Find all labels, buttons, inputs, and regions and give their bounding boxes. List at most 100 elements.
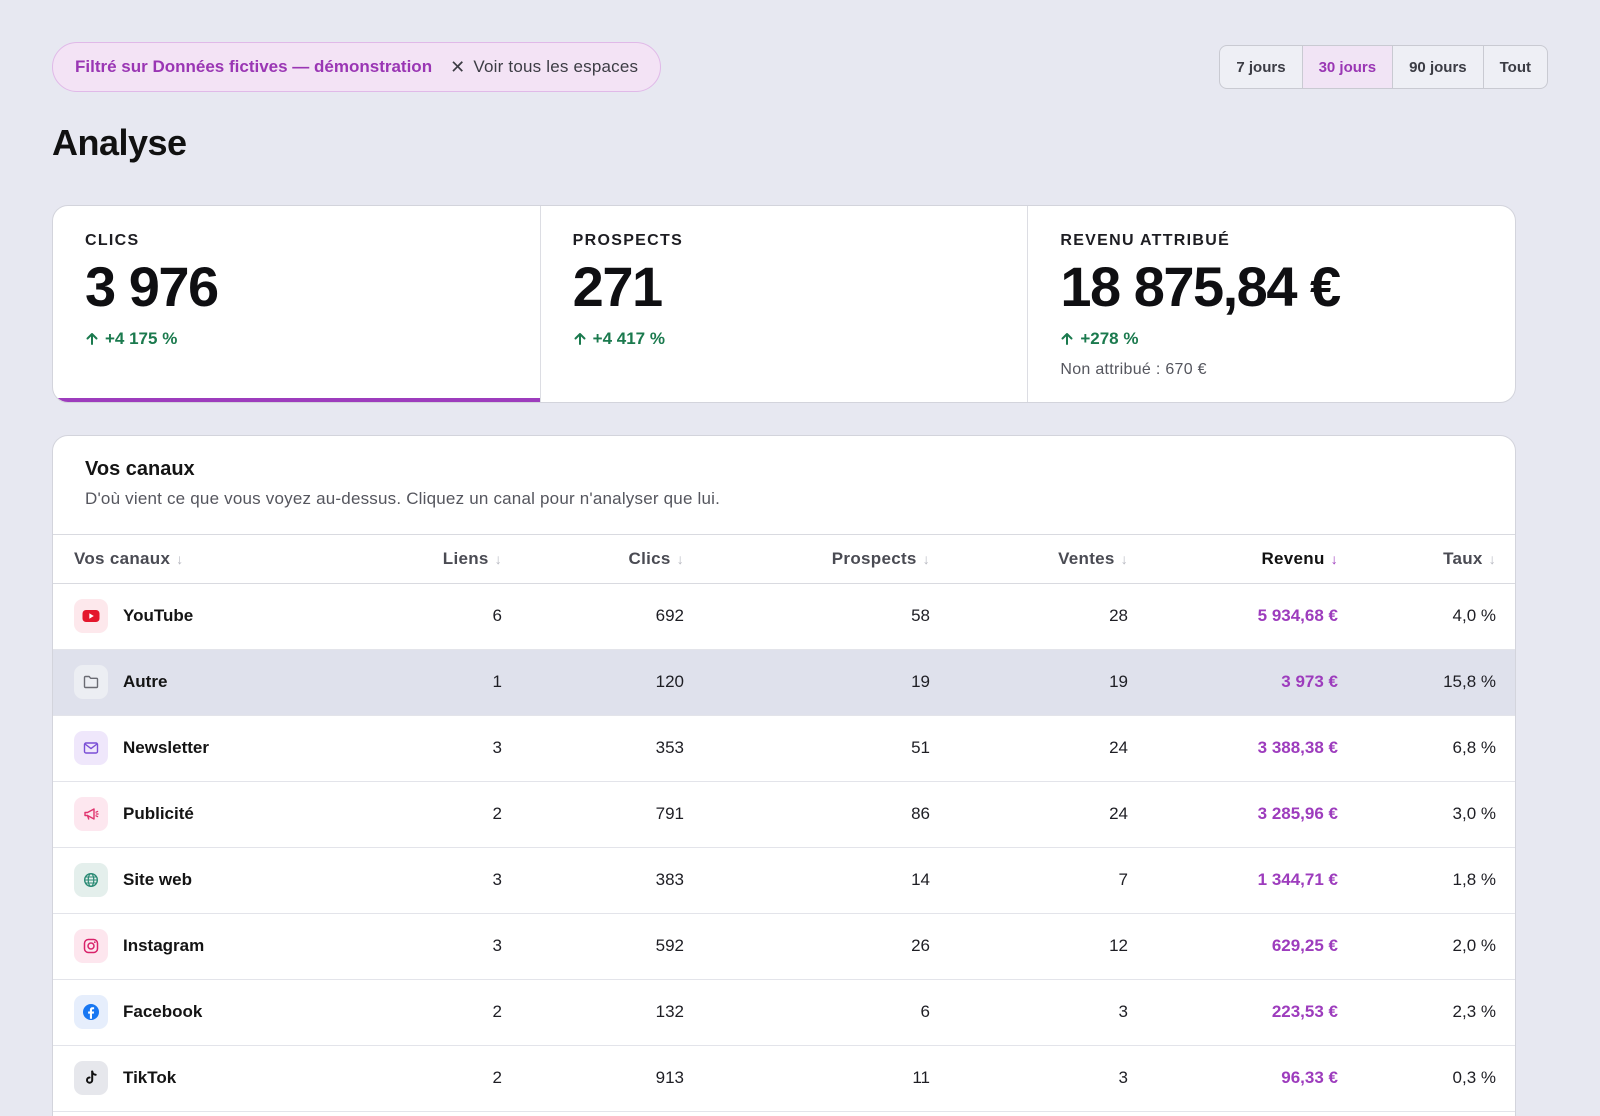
prospects-cell: 26 <box>684 913 930 980</box>
sales-cell: 19 <box>930 649 1128 716</box>
column-header-sales[interactable]: Ventes ↓ <box>930 535 1128 584</box>
megaphone-icon <box>74 797 108 831</box>
prospects-cell: 58 <box>684 583 930 650</box>
arrow-up-icon <box>86 332 98 345</box>
kpi-value: 3 976 <box>85 255 219 318</box>
kpi-delta: +4 175 % <box>85 329 508 349</box>
clear-filter-label: Voir tous les espaces <box>473 57 639 76</box>
kpi-delta-value: +4 417 % <box>592 328 665 348</box>
channels-header: Vos canaux D'où vient ce que vous voyez … <box>53 436 1515 535</box>
links-cell: 6 <box>358 583 514 650</box>
kpi-delta-value: +4 175 % <box>105 328 178 348</box>
prospects-cell: 6 <box>684 979 930 1046</box>
rate-cell: 4,0 % <box>1338 583 1515 650</box>
kpi-delta-value: +278 % <box>1080 328 1139 348</box>
prospects-cell: 86 <box>684 781 930 848</box>
sales-cell: 12 <box>930 913 1128 980</box>
globe-icon <box>74 863 108 897</box>
sort-arrow-icon: ↓ <box>494 550 502 567</box>
prospects-cell: 51 <box>684 715 930 782</box>
table-header-row: Vos canaux ↓ Liens ↓ Clics ↓ Prospects ↓ Ven… <box>53 535 1515 584</box>
column-header-prospects[interactable]: Prospects ↓ <box>684 535 930 584</box>
revenue-cell: 629,25 € <box>1128 913 1338 980</box>
kpi-label: CLICS <box>85 232 140 249</box>
arrow-up-icon <box>1061 332 1073 345</box>
sales-cell: 7 <box>930 847 1128 914</box>
revenue-cell: 3 973 € <box>1128 649 1338 716</box>
kpi-label: REVENU ATTRIBUÉ <box>1060 232 1231 249</box>
channels-panel: Vos canaux D'où vient ce que vous voyez … <box>52 435 1516 1116</box>
channels-title: Vos canaux <box>85 458 195 480</box>
kpi-label: PROSPECTS <box>572 232 684 249</box>
kpi-attributed-revenue[interactable]: REVENU ATTRIBUÉ 18 875,84 € +278 % Non a… <box>1027 206 1515 402</box>
sort-arrow-icon: ↓ <box>676 550 684 567</box>
date-range-selector: 7 jours 30 jours 90 jours Tout <box>1219 45 1548 89</box>
clicks-cell: 791 <box>514 781 684 848</box>
range-7-days[interactable]: 7 jours <box>1236 58 1286 76</box>
unattributed-note: Non attribué : 670 € <box>1060 360 1207 378</box>
clicks-cell: 383 <box>514 847 684 914</box>
channel-name: Newsletter <box>123 738 209 757</box>
table-row[interactable]: Autre 1 120 19 19 3 973 € 15,8 % <box>53 649 1515 716</box>
clear-filter-button[interactable]: ✕ Voir tous les espaces <box>450 57 638 77</box>
prospects-cell: 14 <box>684 847 930 914</box>
links-cell: 3 <box>358 847 514 914</box>
revenue-cell: 223,53 € <box>1128 979 1338 1046</box>
filter-label: Filtré sur Données fictives — démonstrat… <box>75 57 433 76</box>
column-header-rate[interactable]: Taux ↓ <box>1338 535 1515 584</box>
links-cell: 2 <box>358 979 514 1046</box>
column-header-channel[interactable]: Vos canaux ↓ <box>53 535 358 584</box>
clicks-cell: 353 <box>514 715 684 782</box>
clicks-cell: 120 <box>514 649 684 716</box>
arrow-up-icon <box>574 332 586 345</box>
rate-cell: 6,8 % <box>1338 715 1515 782</box>
links-cell: 3 <box>358 715 514 782</box>
sort-arrow-icon: ↓ <box>922 550 930 567</box>
channel-name: Publicité <box>123 804 194 823</box>
channels-subtitle: D'où vient ce que vous voyez au-dessus. … <box>85 489 721 508</box>
column-header-clicks[interactable]: Clics ↓ <box>514 535 684 584</box>
close-icon: ✕ <box>450 57 466 77</box>
sort-arrow-icon: ↓ <box>1120 550 1128 567</box>
prospects-cell: 11 <box>684 1045 930 1112</box>
column-header-revenue[interactable]: Revenu ↓ <box>1128 535 1338 584</box>
links-cell: 2 <box>358 781 514 848</box>
sales-cell: 3 <box>930 979 1128 1046</box>
channel-name: Instagram <box>123 936 205 955</box>
kpi-prospects[interactable]: PROSPECTS 271 +4 417 % <box>539 206 1028 402</box>
sales-cell: 24 <box>930 781 1128 848</box>
clicks-cell: 692 <box>514 583 684 650</box>
revenue-cell: 1 344,71 € <box>1128 847 1338 914</box>
links-cell: 3 <box>358 913 514 980</box>
table-row[interactable]: Site web 3 383 14 7 1 344,71 € 1,8 % <box>53 847 1515 914</box>
revenue-cell: 5 934,68 € <box>1128 583 1338 650</box>
range-all[interactable]: Tout <box>1482 46 1547 88</box>
links-cell: 2 <box>358 1045 514 1112</box>
kpi-summary: CLICS 3 976 +4 175 % PROSPECTS 271 +4 41… <box>52 205 1516 403</box>
range-30-days[interactable]: 30 jours <box>1301 46 1393 88</box>
kpi-delta: +278 % <box>1060 329 1483 349</box>
prospects-cell: 19 <box>684 649 930 716</box>
column-header-links[interactable]: Liens ↓ <box>358 535 514 584</box>
revenue-cell: 3 388,38 € <box>1128 715 1338 782</box>
channel-name: TikTok <box>123 1068 177 1087</box>
rate-cell: 3,0 % <box>1338 781 1515 848</box>
sales-cell: 28 <box>930 583 1128 650</box>
links-cell: 1 <box>358 649 514 716</box>
mail-icon <box>74 731 108 765</box>
table-row[interactable]: TikTok 2 913 11 3 96,33 € 0,3 % <box>53 1045 1515 1112</box>
rate-cell: 2,0 % <box>1338 913 1515 980</box>
page-title: Analyse <box>52 122 187 163</box>
facebook-icon <box>74 995 108 1029</box>
range-90-days[interactable]: 90 jours <box>1392 46 1483 88</box>
kpi-clicks[interactable]: CLICS 3 976 +4 175 % <box>53 206 540 402</box>
table-row[interactable]: Instagram 3 592 26 12 629,25 € 2,0 % <box>53 913 1515 980</box>
table-row[interactable]: Newsletter 3 353 51 24 3 388,38 € 6,8 % <box>53 715 1515 782</box>
table-row[interactable]: Facebook 2 132 6 3 223,53 € 2,3 % <box>53 979 1515 1046</box>
tiktok-icon <box>74 1061 108 1095</box>
table-row[interactable]: YouTube 6 692 58 28 5 934,68 € 4,0 % <box>53 583 1515 650</box>
channel-name: Facebook <box>123 1002 203 1021</box>
clicks-cell: 913 <box>514 1045 684 1112</box>
rate-cell: 1,8 % <box>1338 847 1515 914</box>
table-row[interactable]: Publicité 2 791 86 24 3 285,96 € 3,0 % <box>53 781 1515 848</box>
